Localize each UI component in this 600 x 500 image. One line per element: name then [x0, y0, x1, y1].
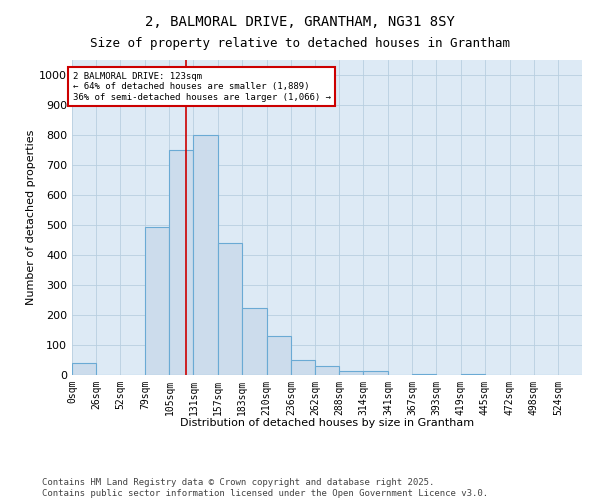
Bar [412, 374, 436, 375]
Bar [339, 370, 363, 375]
Bar [218, 243, 242, 375]
Bar [291, 360, 315, 375]
Bar [145, 226, 169, 375]
Bar [267, 336, 291, 375]
Text: 2, BALMORAL DRIVE, GRANTHAM, NG31 8SY: 2, BALMORAL DRIVE, GRANTHAM, NG31 8SY [145, 15, 455, 29]
Bar [193, 135, 218, 375]
Text: 2 BALMORAL DRIVE: 123sqm
← 64% of detached houses are smaller (1,889)
36% of sem: 2 BALMORAL DRIVE: 123sqm ← 64% of detach… [73, 72, 331, 102]
Text: Size of property relative to detached houses in Grantham: Size of property relative to detached ho… [90, 38, 510, 51]
Bar [169, 150, 193, 375]
Y-axis label: Number of detached properties: Number of detached properties [26, 130, 37, 305]
Text: Contains HM Land Registry data © Crown copyright and database right 2025.
Contai: Contains HM Land Registry data © Crown c… [42, 478, 488, 498]
Bar [72, 363, 96, 375]
Bar [461, 374, 485, 375]
X-axis label: Distribution of detached houses by size in Grantham: Distribution of detached houses by size … [180, 418, 474, 428]
Bar [242, 308, 267, 375]
Bar [315, 366, 339, 375]
Bar [363, 372, 388, 375]
